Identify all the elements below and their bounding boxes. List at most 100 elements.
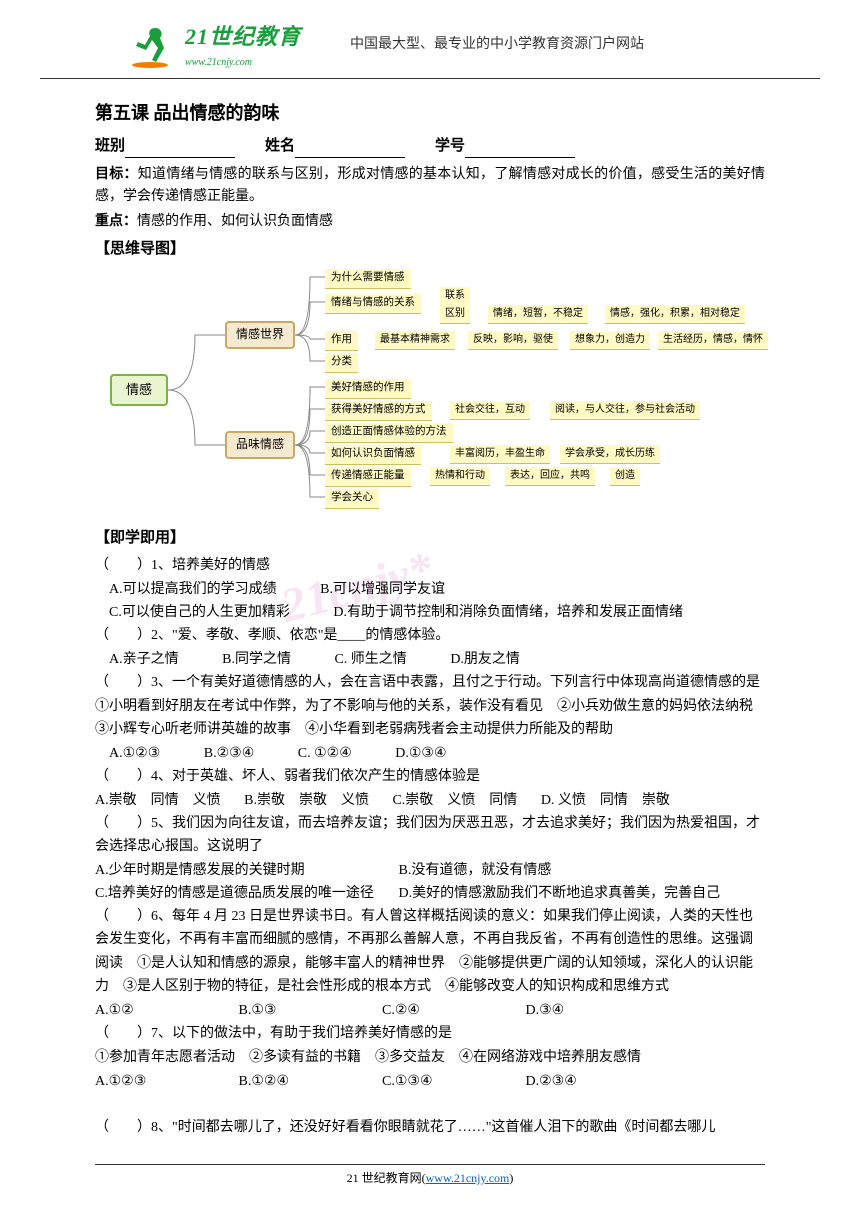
q1-a[interactable]: A.可以提高我们的学习成绩: [109, 578, 277, 601]
logo: 21世纪教育 www.21cnjy.com: [130, 20, 330, 70]
q7-d[interactable]: D.②③④: [526, 1074, 577, 1089]
mm-item: 学会关心: [325, 489, 379, 509]
content-area: 第五课 品出情感的韵味 班别 姓名 学号 目标：知道情绪与情感的联系与区别，形成…: [0, 79, 860, 1139]
mm-item: 如何认识负面情感: [325, 445, 421, 465]
q4-stem: 4、对于英雄、坏人、弱者我们依次产生的情感体验是: [151, 769, 480, 784]
mm-item: 创造正面情感体验的方法: [325, 423, 453, 443]
q5-d[interactable]: D.美好的情感激励我们不断地追求真善美，完善自己: [399, 886, 721, 901]
q1-opts: A.可以提高我们的学习成绩 B.可以增强同学友谊 C.可以使自己的人生更加精彩 …: [95, 578, 765, 624]
q6-a[interactable]: A.①②: [95, 999, 235, 1022]
footer-prefix: 21 世纪教育网(: [347, 1171, 426, 1185]
q2-d[interactable]: D.朋友之情: [450, 648, 520, 671]
q3-stem: 3、一个有美好道德情感的人，会在言语中表露，且付之于行动。下列言行中体现高尚道德…: [95, 675, 774, 736]
name-input[interactable]: [295, 140, 405, 158]
student-info-row: 班别 姓名 学号: [95, 134, 765, 158]
mm-sub: 联系: [440, 287, 470, 306]
q2-stem: 2、"爱、孝敬、孝顺、依恋"是____的情感体验。: [151, 628, 449, 643]
q5-opts: A.少年时期是情感发展的关键时期 B.没有道德，就没有情感 C.培养美好的情感是…: [95, 859, 765, 905]
id-input[interactable]: [465, 140, 575, 158]
q7-b[interactable]: B.①②④: [239, 1070, 379, 1093]
id-label: 学号: [435, 138, 465, 154]
q6: （ ）6、每年 4 月 23 日是世界读书日。有人曾这样概括阅读的意义：如果我们…: [95, 905, 765, 997]
mm-sub: 情绪，短暂，不稳定: [488, 305, 588, 324]
mm-item: 分类: [325, 353, 358, 373]
lesson-title: 第五课 品出情感的韵味: [95, 99, 765, 128]
mm-sub: 阅读，与人交往，参与社会活动: [550, 401, 700, 420]
questions: （ ）1、培养美好的情感 A.可以提高我们的学习成绩 B.可以增强同学友谊 C.…: [95, 554, 765, 1139]
q6-d[interactable]: D.③④: [526, 1003, 565, 1018]
q5-a[interactable]: A.少年时期是情感发展的关键时期: [95, 859, 395, 882]
mm-sub: 情感，强化，积累，相对稳定: [605, 305, 745, 324]
q7-items: ①参加青年志愿者活动 ②多读有益的书籍 ③多交益友 ④在网络游戏中培养朋友感情: [95, 1046, 765, 1069]
class-input[interactable]: [125, 140, 235, 158]
mm-sub: 生活经历，情感，情怀: [658, 331, 768, 350]
q5-c[interactable]: C.培养美好的情感是道德品质发展的唯一途径: [95, 882, 395, 905]
goal-text: 知道情绪与情感的联系与区别，形成对情感的基本认知，了解情感对成长的价值，感受生活…: [95, 167, 765, 204]
mm-sub: 热情和行动: [430, 467, 490, 486]
q2-c[interactable]: C. 师生之情: [334, 648, 406, 671]
q7-a[interactable]: A.①②③: [95, 1070, 235, 1093]
goal-para: 目标：知道情绪与情感的联系与区别，形成对情感的基本认知，了解情感对成长的价值，感…: [95, 164, 765, 209]
mm-item: 传递情感正能量: [325, 467, 411, 487]
mm-sub: 表达，回应，共鸣: [505, 467, 595, 486]
logo-url: www.21cnjy.com: [185, 55, 301, 71]
q7-c[interactable]: C.①③④: [382, 1070, 522, 1093]
mindmap-heading: 【思维导图】: [95, 237, 765, 261]
q5-stem: 5、我们因为向往友谊，而去培养友谊；我们因为厌恶丑恶，才去追求美好；我们因为热爱…: [95, 816, 760, 854]
q6-opts: A.①② B.①③ C.②④ D.③④: [95, 999, 765, 1022]
q3-d[interactable]: D.①③④: [395, 742, 446, 765]
q4: （ ）4、对于英雄、坏人、弱者我们依次产生的情感体验是: [95, 765, 765, 788]
q6-b[interactable]: B.①③: [239, 999, 379, 1022]
q2: （ ）2、"爱、孝敬、孝顺、依恋"是____的情感体验。: [95, 624, 765, 647]
q3-opts: A.①②③ B.②③④ C. ①②④ D.①③④: [95, 742, 765, 765]
q2-b[interactable]: B.同学之情: [222, 648, 291, 671]
page-header: 21世纪教育 www.21cnjy.com 中国最大型、最专业的中小学教育资源门…: [40, 0, 820, 79]
mm-sub: 丰富阅历，丰盈生命: [450, 445, 550, 464]
mm-sub: 想象力，创造力: [570, 331, 650, 350]
q2-a[interactable]: A.亲子之情: [109, 648, 179, 671]
header-tagline: 中国最大型、最专业的中小学教育资源门户网站: [350, 34, 644, 56]
mm-branch-1: 情感世界: [225, 321, 295, 349]
q1-b[interactable]: B.可以增强同学友谊: [320, 578, 445, 601]
logo-title: 21世纪教育: [185, 19, 301, 54]
q4-d[interactable]: D. 义愤 同情 崇敬: [541, 793, 670, 808]
mm-item: 美好情感的作用: [325, 379, 411, 399]
q6-c[interactable]: C.②④: [382, 999, 522, 1022]
q2-opts: A.亲子之情 B.同学之情 C. 师生之情 D.朋友之情: [95, 648, 765, 671]
q4-c[interactable]: C.崇敬 义愤 同情: [392, 793, 517, 808]
q5: （ ）5、我们因为向往友谊，而去培养友谊；我们因为厌恶丑恶，才去追求美好；我们因…: [95, 812, 765, 858]
mm-item: 为什么需要情感: [325, 269, 411, 289]
q3: （ ）3、一个有美好道德情感的人，会在言语中表露，且付之于行动。下列言行中体现高…: [95, 671, 765, 740]
goal-label: 目标：: [95, 167, 138, 182]
q1-d[interactable]: D.有助于调节控制和消除负面情绪，培养和发展正面情绪: [333, 601, 683, 624]
q1: （ ）1、培养美好的情感: [95, 554, 765, 577]
q4-a[interactable]: A.崇敬 同情 义愤: [95, 793, 221, 808]
mm-item: 获得美好情感的方式: [325, 401, 432, 421]
q7-opts: A.①②③ B.①②④ C.①③④ D.②③④: [95, 1070, 765, 1093]
q4-opts: A.崇敬 同情 义愤 B.崇敬 崇敬 义愤 C.崇敬 义愤 同情 D. 义愤 同…: [95, 789, 765, 812]
mindmap: 情感 情感世界 品味情感 为什么需要情感 情绪与情感的关系 联系 区别 情绪，短…: [110, 269, 750, 514]
name-label: 姓名: [265, 138, 295, 154]
practice-heading: 【即学即用】: [95, 526, 765, 550]
q5-b[interactable]: B.没有道德，就没有情感: [399, 863, 552, 878]
focus-para: 重点：情感的作用、如何认识负面情感: [95, 211, 765, 233]
q4-b[interactable]: B.崇敬 崇敬 义愤: [244, 793, 369, 808]
mm-branch-2: 品味情感: [225, 431, 295, 459]
q3-c[interactable]: C. ①②④: [298, 742, 352, 765]
focus-label: 重点：: [95, 214, 137, 229]
q3-a[interactable]: A.①②③: [109, 742, 160, 765]
q6-stem: 6、每年 4 月 23 日是世界读书日。有人曾这样概括阅读的意义：如果我们停止阅…: [95, 909, 753, 993]
mm-sub: 学会承受，成长历练: [560, 445, 660, 464]
q1-c[interactable]: C.可以使自己的人生更加精彩: [109, 601, 290, 624]
q8-stem: 8、"时间都去哪儿了，还没好好看看你眼睛就花了……"这首催人泪下的歌曲《时间都去…: [151, 1120, 715, 1135]
focus-text: 情感的作用、如何认识负面情感: [137, 214, 333, 229]
q8: （ ）8、"时间都去哪儿了，还没好好看看你眼睛就花了……"这首催人泪下的歌曲《时…: [95, 1116, 765, 1139]
page-footer: 21 世纪教育网(www.21cnjy.com): [95, 1164, 765, 1188]
mm-sub: 社会交往，互动: [450, 401, 530, 420]
q1-stem: 1、培养美好的情感: [151, 558, 270, 573]
mm-sub: 创造: [610, 467, 640, 486]
q7: （ ）7、以下的做法中，有助于我们培养美好情感的是: [95, 1022, 765, 1045]
footer-link[interactable]: www.21cnjy.com: [426, 1171, 510, 1185]
q7-stem: 7、以下的做法中，有助于我们培养美好情感的是: [151, 1026, 452, 1041]
q3-b[interactable]: B.②③④: [204, 742, 255, 765]
